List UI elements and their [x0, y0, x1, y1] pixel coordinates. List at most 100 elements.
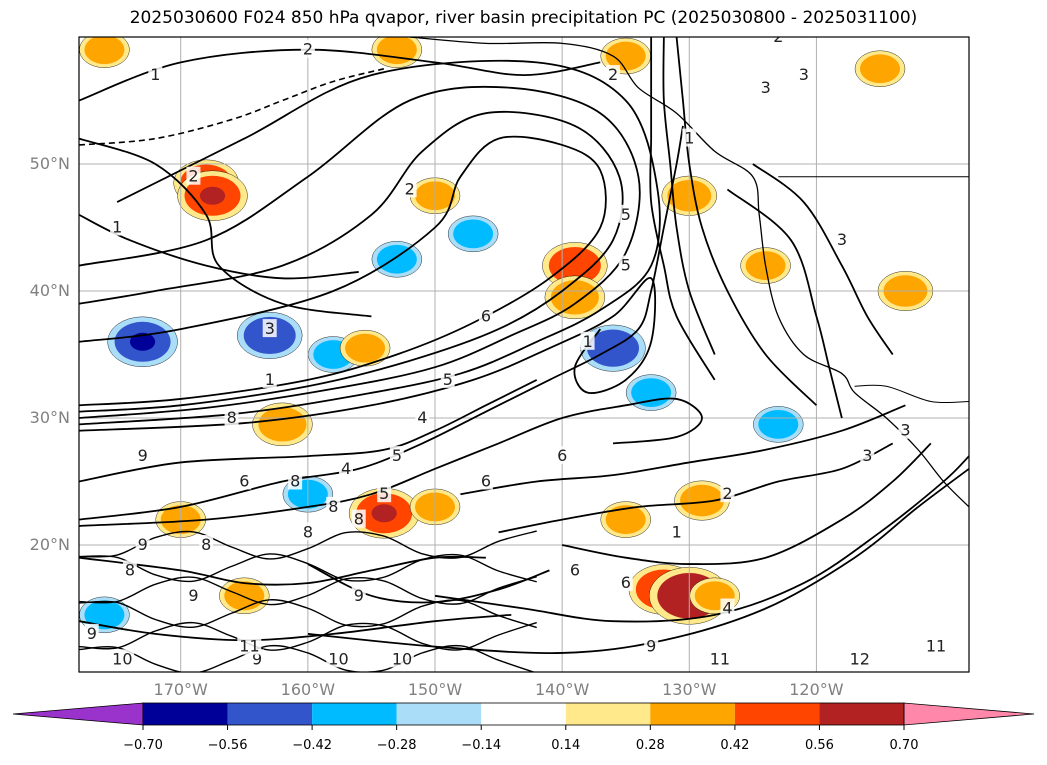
contour-label: 6: [481, 472, 491, 491]
contour-label: 8: [125, 560, 135, 579]
contour-label: 3: [837, 230, 847, 249]
contour-label: 2: [773, 27, 783, 46]
contour-line: [649, 37, 716, 381]
precip-blob: [376, 37, 417, 65]
contour-label-bg: [567, 560, 582, 579]
contour-label: 9: [354, 586, 364, 605]
contour-label-bg: [351, 585, 366, 604]
colorbar-segment: [650, 703, 735, 725]
contour-line: [460, 404, 906, 496]
contour-label: 8: [201, 535, 211, 554]
colorbar-extend-low: [12, 702, 144, 726]
precip-blob: [84, 37, 125, 65]
contour-label: 1: [672, 522, 682, 541]
contour-label-bg: [389, 649, 414, 668]
colorbar-tick-label: 0.28: [635, 738, 665, 753]
contour-label-bg: [148, 65, 163, 84]
contour-label-bg: [326, 649, 351, 668]
contour-line: [675, 37, 818, 406]
contour-label: 6: [239, 472, 249, 491]
coastline-layer: [79, 37, 969, 508]
aleutian-islands: [79, 67, 385, 146]
precip-blob: [453, 219, 494, 249]
coastline: [409, 37, 969, 508]
contour-label: 8: [303, 522, 313, 541]
contour-label-bg: [300, 522, 315, 541]
contour-label: 1: [150, 65, 160, 84]
contour-label-bg: [860, 446, 875, 465]
contour-label-bg: [351, 509, 366, 528]
contour-label: 8: [290, 472, 300, 491]
precip-blob: [758, 409, 799, 439]
contour-line: [79, 135, 607, 407]
contour-label: 8: [227, 408, 237, 427]
contour-label: 2: [188, 167, 198, 186]
contour-label: 5: [443, 370, 453, 389]
colorbar-tick-label: −0.70: [123, 738, 163, 753]
contour-label: 6: [481, 306, 491, 325]
contour-label-bg: [478, 471, 493, 490]
contour-line: [79, 379, 538, 483]
contour-label: 10: [112, 649, 132, 668]
contour-label: 2: [608, 65, 618, 84]
contour-label-bg: [237, 636, 262, 655]
contour-label: 1: [684, 129, 694, 148]
contour-label-bg: [415, 408, 430, 426]
contour-line: [79, 137, 372, 318]
contour-label-bg: [682, 128, 697, 147]
contour-label: 9: [646, 637, 656, 656]
contour-line: [561, 442, 932, 566]
contour-line: [662, 37, 716, 355]
contour-label: 11: [710, 649, 730, 668]
lat-tick-label: 40°N: [29, 281, 70, 300]
contour-line: [752, 163, 894, 355]
contour-line: [79, 85, 641, 419]
contour-label-bg: [377, 484, 392, 503]
colorbar-tick-label: −0.56: [207, 738, 248, 753]
lon-tick-label: 140°W: [534, 680, 590, 699]
contour-label-bg: [300, 39, 315, 58]
contour-label: 4: [417, 408, 427, 427]
precip-blob: [224, 581, 265, 611]
colorbar-segment: [734, 703, 820, 725]
contour-line: [79, 599, 537, 629]
contour-label-bg: [796, 65, 811, 84]
contour-label: 9: [252, 649, 262, 668]
contour-label: 3: [862, 446, 872, 465]
contour-label: 2: [722, 484, 732, 503]
colorbar: [12, 702, 1035, 730]
contour-label: 6: [570, 560, 580, 579]
contour-label-bg: [122, 560, 137, 579]
contour-label: 5: [392, 446, 402, 465]
lon-tick-label: 170°W: [153, 680, 208, 699]
contour-label-bg: [326, 496, 341, 515]
contour-line: [79, 277, 657, 432]
country-border: [854, 384, 969, 404]
contour-line: [434, 455, 969, 623]
contour-label: 4: [341, 459, 351, 478]
contour-label-bg: [720, 484, 735, 503]
contour-label-bg: [110, 217, 125, 236]
contour-label: 1: [112, 218, 122, 237]
chart-title: 2025030600 F024 850 hPa qvapor, river ba…: [129, 8, 918, 28]
contour-label: 3: [900, 421, 910, 440]
contour-label-bg: [834, 230, 849, 249]
lon-tick-label: 120°W: [789, 680, 844, 699]
contour-label: 9: [87, 624, 97, 643]
contour-label-bg: [402, 179, 417, 198]
lat-tick-label: 30°N: [29, 408, 70, 427]
colorbar-tick-label: −0.14: [461, 738, 502, 753]
contour-label-bg: [199, 535, 214, 553]
contour-label-bg: [84, 623, 99, 642]
contour-label: 3: [265, 319, 275, 338]
contour-label: 2: [303, 40, 313, 59]
precip-blob-core: [563, 257, 587, 274]
contour-label: 10: [328, 649, 348, 668]
contour-line: [498, 442, 894, 534]
lon-tick-label: 130°W: [662, 680, 717, 699]
contour-label-bg: [186, 585, 201, 604]
contour-label-bg: [288, 471, 303, 490]
contour-label-bg: [580, 331, 595, 350]
